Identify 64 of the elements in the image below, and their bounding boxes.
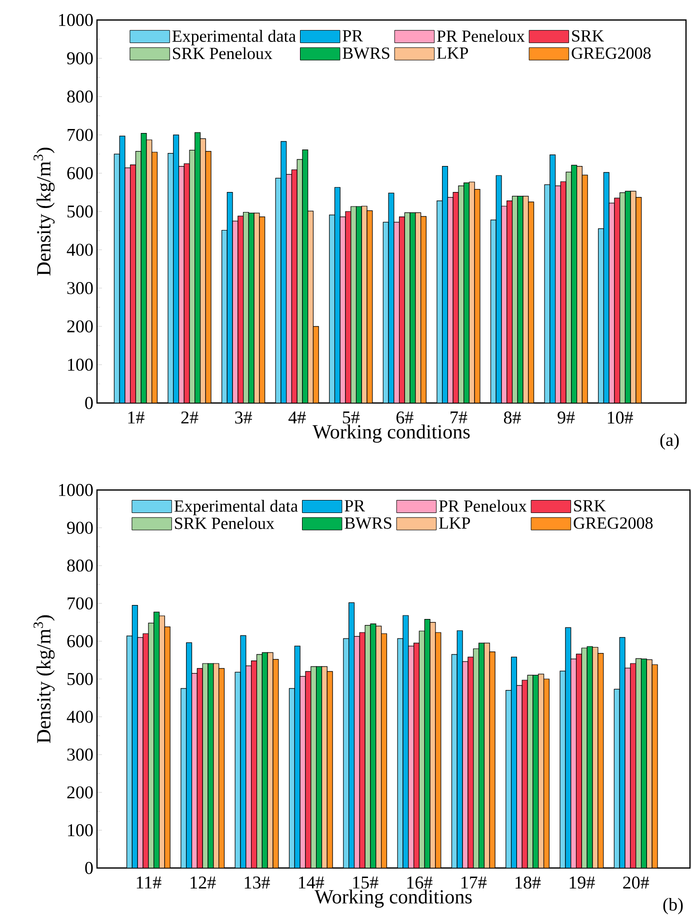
text: (b)	[663, 898, 683, 914]
x-tick-label: 11#	[136, 876, 162, 888]
x-tick-label: 1#	[128, 412, 144, 424]
y-tick-label: 400	[66, 244, 93, 256]
x-tick-label: 8#	[504, 412, 521, 424]
x-tick-label: 10#	[608, 412, 634, 424]
x-tick-label: 5#	[342, 412, 360, 424]
y-tick-label: 200	[67, 320, 93, 332]
x-tick-label: 16#	[407, 876, 432, 889]
legend-label: Experimental data	[172, 30, 296, 46]
x-tick-label: 19#	[570, 876, 595, 889]
legend-label: PR	[342, 30, 363, 42]
y-tick-label: 300	[67, 282, 93, 294]
x-tick-label: 14#	[298, 876, 324, 888]
legend-label: SRK Peneloux	[173, 47, 272, 60]
legend-label: SRK	[572, 30, 604, 42]
y-tick-label: 200	[67, 786, 93, 798]
y-tick-label: 800	[67, 560, 93, 572]
legend-label: Experimental data	[174, 500, 298, 516]
y-tick-label: 900	[67, 522, 93, 534]
legend-label: PR	[344, 500, 365, 512]
x-tick-label: 15#	[353, 876, 378, 889]
y-tick-label: 600	[67, 167, 93, 180]
legend-label: BWRS	[344, 517, 392, 529]
legend-label: BWRS	[342, 47, 390, 59]
y-tick-label: 400	[66, 710, 93, 723]
x-tick-label: 17#	[461, 876, 487, 888]
y-tick-label: 1000	[59, 484, 93, 496]
y-tick-label: 500	[68, 205, 93, 218]
y-tick-label: 800	[67, 90, 93, 103]
legend-label: LKP	[437, 48, 468, 59]
x-tick-label: 9#	[558, 412, 575, 424]
x-tick-label: 20#	[623, 876, 650, 889]
x-tick-label: 2#	[181, 412, 198, 424]
y-tick-label: 100	[68, 824, 93, 836]
y-tick-label: 500	[68, 672, 93, 686]
y-axis-title: Density (kg/m$^{3}$)	[34, 615, 55, 743]
x-tick-label: 7#	[450, 412, 468, 424]
y-tick-label: 900	[67, 52, 93, 64]
legend-label: PR Peneloux	[439, 500, 527, 512]
x-tick-label: 4#	[288, 412, 306, 424]
y-tick-label: 300	[67, 748, 93, 761]
legend-label: LKP	[439, 517, 470, 529]
y-axis-title: Density (kg/m$^{3}$)	[34, 148, 55, 276]
x-tick-label: 13#	[244, 876, 270, 889]
x-tick-label: 12#	[190, 876, 216, 888]
y-tick-label: 1000	[59, 14, 93, 26]
x-tick-label: 3#	[235, 412, 252, 424]
legend-label: GREG2008	[572, 47, 651, 59]
text: (a)	[660, 433, 679, 450]
y-tick-label: 600	[67, 635, 93, 648]
y-tick-label: 100	[68, 358, 93, 371]
legend-label: GREG2008	[574, 517, 653, 529]
y-tick-label: 700	[68, 128, 93, 141]
x-axis-title: Working conditions	[314, 890, 472, 908]
legend-label: SRK	[574, 500, 606, 512]
y-tick-label: 700	[68, 597, 93, 610]
x-tick-label: 18#	[516, 876, 541, 889]
y-tick-label: 0	[85, 862, 93, 874]
x-axis-title: Working conditions	[312, 424, 470, 443]
legend-label: SRK Peneloux	[175, 517, 274, 530]
legend-label: PR Peneloux	[437, 30, 525, 42]
y-tick-label: 0	[85, 396, 93, 410]
x-tick-label: 6#	[396, 412, 414, 424]
